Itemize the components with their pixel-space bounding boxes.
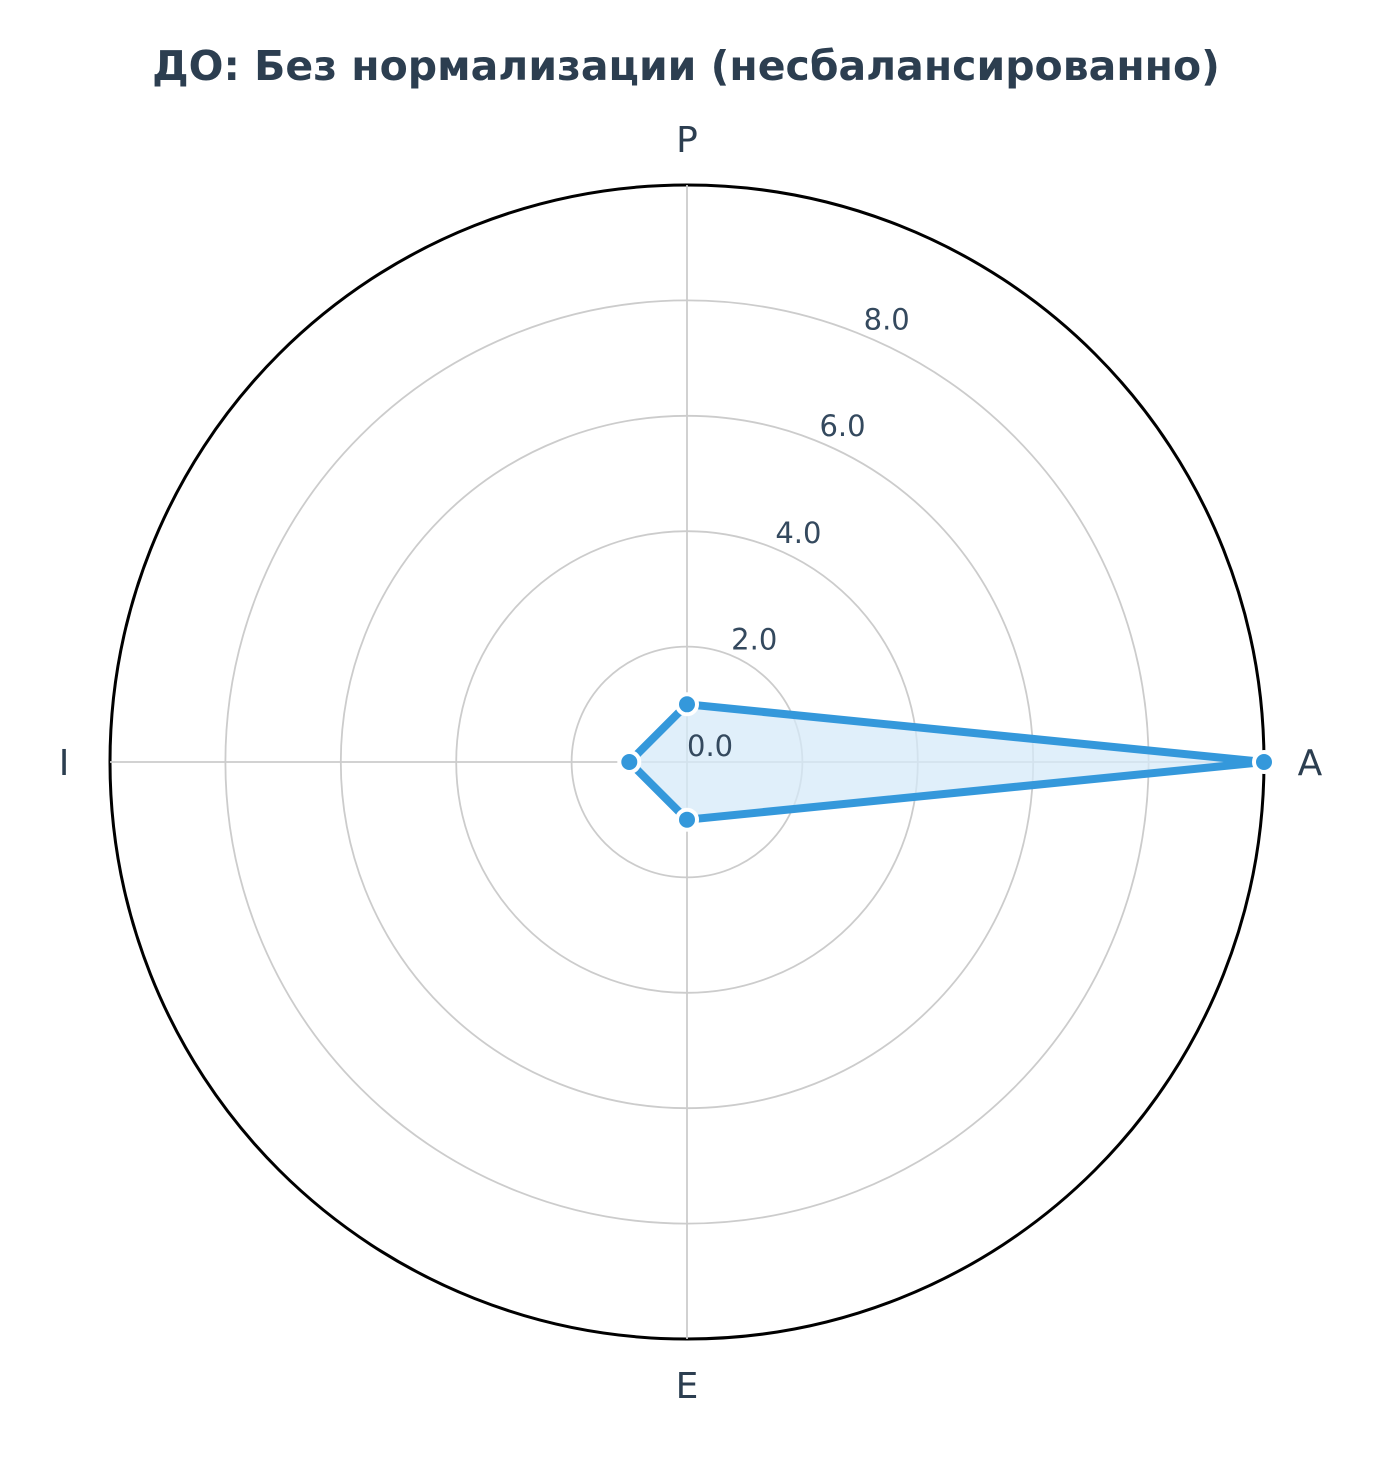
r-tick-label: 8.0: [864, 303, 910, 337]
data-point: [617, 750, 642, 774]
category-label-a: A: [1298, 743, 1323, 784]
category-label-p: P: [676, 120, 698, 161]
data-point: [675, 807, 699, 832]
label-layer: 0.0 2.0 4.0 6.0 8.0 A P I E: [59, 120, 1323, 1407]
category-label-e: E: [676, 1366, 699, 1407]
series-layer: [617, 692, 1276, 832]
r-tick-label: 6.0: [819, 409, 865, 443]
chart-title: ДО: Без нормализации (несбалансированно): [152, 42, 1220, 90]
r-tick-label: 2.0: [731, 622, 777, 656]
data-point: [675, 692, 699, 717]
data-point: [1252, 750, 1276, 774]
r-tick-label: 4.0: [775, 516, 821, 550]
category-label-i: I: [59, 743, 70, 784]
series-area: [629, 704, 1264, 820]
r-tick-label: 0.0: [687, 729, 733, 763]
